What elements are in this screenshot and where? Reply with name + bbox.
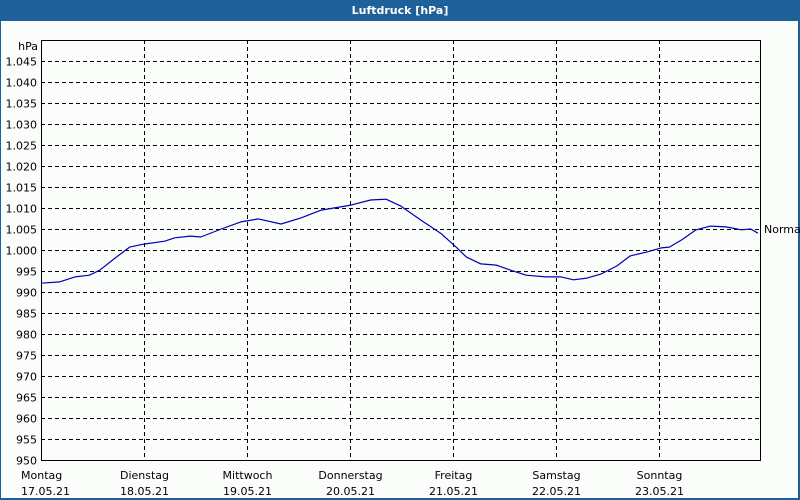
y-tick-label: 1.040 xyxy=(6,77,38,90)
y-tick-label: 990 xyxy=(16,287,37,300)
y-tick-label: 1.015 xyxy=(6,182,38,195)
y-tick-label: 975 xyxy=(16,350,37,363)
y-tick-label: 965 xyxy=(16,392,37,405)
normal-reference-label: Normal xyxy=(764,223,800,236)
y-tick-label: 1.005 xyxy=(6,224,38,237)
y-tick-label: 1.000 xyxy=(6,245,38,258)
x-tick-date-label: 21.05.21 xyxy=(429,485,478,498)
x-tick-date-label: 23.05.21 xyxy=(635,485,684,498)
x-tick-date-label: 17.05.21 xyxy=(21,485,70,498)
x-tick-day-label: Donnerstag xyxy=(318,469,382,482)
x-tick-day-label: Montag xyxy=(21,469,62,482)
x-tick-day-label: Samstag xyxy=(532,469,580,482)
y-tick-label: 985 xyxy=(16,308,37,321)
x-tick-day-label: Sonntag xyxy=(637,469,683,482)
x-tick-date-label: 18.05.21 xyxy=(120,485,169,498)
y-tick-label: 1.035 xyxy=(6,98,38,111)
x-tick-date-label: 22.05.21 xyxy=(532,485,581,498)
x-tick-date-label: 19.05.21 xyxy=(223,485,272,498)
y-tick-label: 1.020 xyxy=(6,161,38,174)
y-tick-label: 1.025 xyxy=(6,140,38,153)
y-tick-label: 995 xyxy=(16,266,37,279)
chart-title: Luftdruck [hPa] xyxy=(0,0,800,21)
y-tick-label: 970 xyxy=(16,371,37,384)
y-axis-unit-label: hPa xyxy=(18,40,38,53)
y-tick-label: 950 xyxy=(16,455,37,468)
x-tick-day-label: Freitag xyxy=(435,469,473,482)
y-tick-label: 960 xyxy=(16,413,37,426)
x-tick-day-label: Dienstag xyxy=(120,469,169,482)
y-tick-label: 1.010 xyxy=(6,203,38,216)
x-tick-date-label: 20.05.21 xyxy=(326,485,375,498)
y-tick-label: 1.030 xyxy=(6,119,38,132)
x-tick-day-label: Mittwoch xyxy=(223,469,273,482)
pressure-line xyxy=(40,198,759,284)
plot-frame xyxy=(41,40,761,461)
y-tick-label: 980 xyxy=(16,329,37,342)
y-tick-label: 955 xyxy=(16,434,37,447)
y-tick-label: 1.045 xyxy=(6,56,38,69)
